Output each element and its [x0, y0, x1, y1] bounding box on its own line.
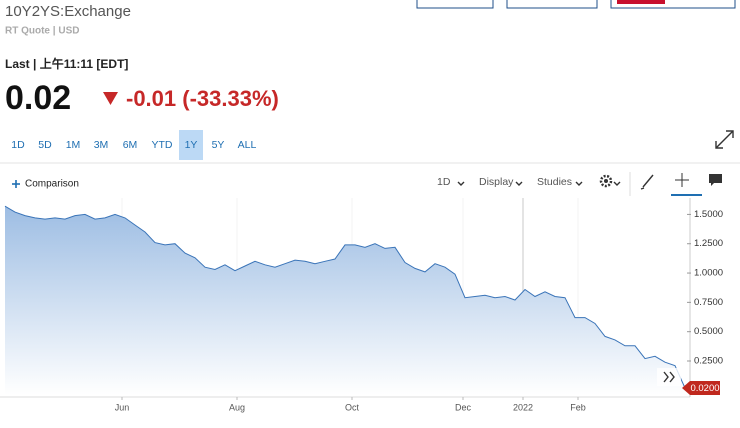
line — [4, 205, 686, 389]
y-tick-label: 0.7500 — [694, 297, 723, 308]
down-arrow — [103, 92, 118, 105]
last-label: Last | 上午11:11 [EDT] — [5, 56, 128, 71]
scroll-button[interactable] — [657, 368, 681, 386]
scroll-icon — [663, 371, 675, 383]
x-tick-label: Aug — [229, 402, 245, 412]
interval-menu[interactable]: 1D — [437, 176, 451, 188]
chart: Jun Aug Oct Dec 2022 Feb 1.5000 1.2500 1.0000 0.7… — [0, 198, 723, 412]
range-button[interactable]: 1M — [66, 139, 81, 151]
symbol: 10Y2YS:Exchange — [5, 3, 131, 20]
range-button[interactable]: YTD — [152, 139, 173, 151]
y-tick-label: 1.0000 — [694, 268, 723, 279]
range-button[interactable]: 5Y — [212, 139, 225, 151]
x-tick-label: Dec — [455, 402, 472, 412]
top-button[interactable] — [506, 0, 598, 9]
x-tick-label: Oct — [345, 402, 360, 412]
crosshair-icon[interactable] — [675, 173, 689, 187]
range-button[interactable]: 1D — [11, 139, 25, 151]
display-menu[interactable]: Display — [479, 176, 514, 188]
price: 0.02 — [5, 79, 71, 117]
chevron — [515, 181, 523, 186]
chevron — [575, 181, 583, 186]
studies-menu[interactable]: Studies — [537, 176, 572, 188]
range-button[interactable]: ALL — [238, 139, 257, 151]
area — [5, 206, 685, 395]
range-button[interactable]: 3M — [94, 139, 109, 151]
chevron — [457, 181, 465, 186]
x-tick-label: Jun — [115, 402, 130, 412]
range-button[interactable]: 6M — [123, 139, 138, 151]
y-tick-label: 0.2500 — [694, 356, 723, 367]
range-selected — [179, 130, 203, 160]
comparison-button[interactable]: Comparison — [25, 179, 79, 190]
draw-icon[interactable] — [640, 174, 654, 190]
y-tick-label: 0.5000 — [694, 326, 723, 337]
expand-icon[interactable] — [715, 130, 734, 149]
subtitle: RT Quote | USD — [5, 26, 79, 37]
top-button[interactable] — [610, 0, 736, 9]
range-bar: 1D 5D 1M 3M 6M YTD 1Y 5Y ALL — [11, 130, 256, 160]
x-tick-label: Feb — [570, 402, 586, 412]
x-tick-label: 2022 — [513, 402, 533, 412]
range-button[interactable]: 5D — [38, 139, 52, 151]
top-button[interactable] — [416, 0, 494, 9]
last-value-label: 0.0200 — [690, 383, 719, 394]
comment-icon[interactable] — [709, 174, 722, 186]
settings-icon[interactable] — [599, 174, 621, 188]
last-value-tag — [682, 380, 720, 395]
range-button[interactable]: 1Y — [185, 139, 198, 151]
y-tick-label: 1.2500 — [694, 238, 723, 249]
change: -0.01 (-33.33%) — [126, 86, 279, 111]
top-button-fill — [617, 0, 665, 4]
y-tick-label: 1.5000 — [694, 209, 723, 220]
plus-icon[interactable] — [12, 180, 20, 188]
